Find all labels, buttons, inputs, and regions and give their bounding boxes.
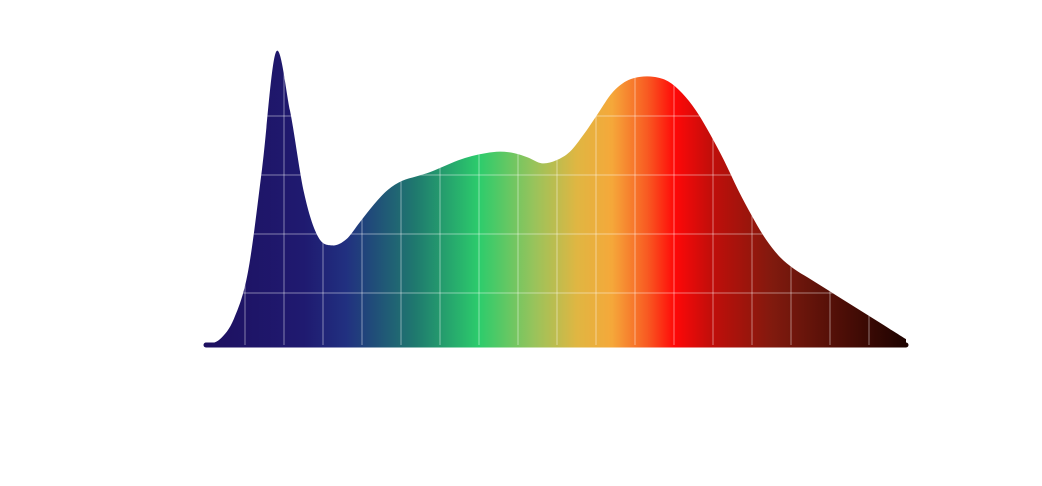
spectrum-area: [206, 50, 906, 345]
